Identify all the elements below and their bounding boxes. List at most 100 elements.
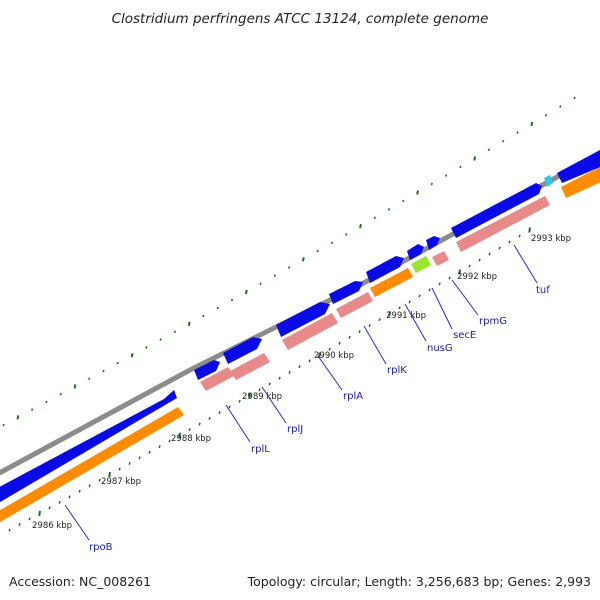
gene-label-rpla[interactable]: rplA [343,391,363,402]
outer-tick [30,408,34,411]
inner-tick [488,252,491,256]
inner-tick [188,428,191,432]
outer-tick [302,257,305,262]
gene-label-nusg[interactable]: nusG [427,343,453,354]
gene-label-rpob[interactable]: rpoB [89,542,113,553]
outer-tick [259,282,262,286]
outer-tick [487,148,491,152]
kbp-label: 2987 kbp [101,477,141,487]
inner-tick [348,335,351,339]
cds-nusg-forward[interactable] [366,256,404,283]
inner-tick [208,416,211,420]
leader-rpla [317,355,343,391]
gene-sece[interactable] [432,251,449,266]
rrna-secE-region[interactable] [411,256,431,273]
inner-tick [498,246,501,250]
reverse-cds-track [0,166,600,528]
cds-rpll-forward[interactable] [194,360,220,380]
inner-tick [338,341,341,345]
inner-tick [318,352,321,358]
inner-tick [468,264,471,268]
gene-label-tuf[interactable]: tuf [536,285,550,296]
outer-tick [345,233,348,236]
inner-tick [68,495,71,499]
accession-text: Accession: NC_008261 [9,574,151,589]
gene-rplk[interactable] [336,292,373,318]
outer-tick [330,241,334,245]
outer-tick [359,224,362,229]
cds-tuf-reverse[interactable] [561,166,600,198]
kbp-label: 2988 kbp [171,434,211,444]
inner-tick [428,288,431,292]
leader-rplk [363,325,387,365]
kbp-label: 2993 kbp [531,234,571,244]
cds-tuf-forward[interactable] [451,183,542,238]
outer-tick [73,384,77,389]
kbp-label: 2991 kbp [386,311,426,321]
inner-tick [118,467,121,471]
cds-rpmg-forward[interactable] [426,236,440,250]
inner-tick [358,330,361,334]
gene-rplj[interactable] [230,353,270,380]
cds-rplk-forward[interactable] [329,281,363,304]
cds-next-forward[interactable] [557,148,600,183]
outer-tick [173,330,177,334]
trna-small-marker[interactable] [544,175,553,187]
outer-tick [473,156,477,161]
inner-tick-track [8,227,531,532]
outer-tick [159,338,162,341]
inner-tick [268,382,271,386]
gene-label-sece[interactable]: secE [453,330,476,341]
gene-label-rplj[interactable]: rplJ [287,424,303,435]
outer-tick [516,131,519,134]
cds-rpob-reverse[interactable] [0,407,184,528]
gene-rpll[interactable] [200,367,234,391]
gene-label-rplk[interactable]: rplK [387,365,407,376]
cds-sece-forward[interactable] [407,244,424,260]
outer-tick [416,190,419,195]
kbp-label: 2986 kbp [32,521,72,531]
outer-tick [116,361,119,365]
outer-tick [88,377,91,380]
inner-tick [78,489,81,493]
leader-rplj [261,386,287,424]
outer-tick [102,369,105,373]
inner-tick [248,392,251,399]
gene-label-rpmg[interactable]: rpmG [479,316,507,327]
inner-tick [48,506,51,510]
cds-rpla-forward[interactable] [276,302,330,337]
leader-rpll [225,404,251,443]
forward-cds-track [0,148,600,508]
outer-tick [130,353,134,358]
gene-labels: rpoB rplL rplJ rplA rplK nusG secE rpmG … [89,285,550,553]
outer-tick [544,114,548,117]
inner-tick [58,500,61,504]
outer-tick [16,415,20,420]
cds-nusg-reverse[interactable] [370,268,413,297]
inner-tick [108,471,111,478]
kbp-label: 2989 kbp [242,392,282,402]
inner-tick [88,484,91,488]
inner-tick [8,528,11,532]
gene-tuf[interactable] [456,196,550,252]
kbp-labels: 2986 kbp 2987 kbp 2988 kbp 2989 kbp 2990… [32,234,571,531]
inner-tick [278,376,281,380]
outer-tick [459,165,462,169]
gene-rpla[interactable] [282,313,338,350]
outer-tick [373,216,376,220]
outer-tick [387,208,391,211]
inner-tick [368,324,371,328]
cds-rplj-forward[interactable] [223,337,262,364]
outer-tick [430,182,434,186]
inner-tick [518,234,521,238]
outer-tick [530,121,534,127]
outer-tick [402,199,405,203]
outer-tick [145,346,148,349]
inner-tick [398,306,401,310]
cds-rpob-forward[interactable] [0,390,177,508]
inner-tick [458,269,461,275]
gene-label-rpll[interactable]: rplL [251,444,270,455]
leader-rpob [64,504,90,541]
outer-tick [2,423,5,427]
